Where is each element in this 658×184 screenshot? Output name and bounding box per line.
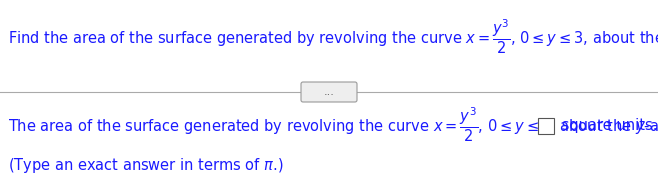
- Text: Find the area of the surface generated by revolving the curve $x = \dfrac{y^3}{2: Find the area of the surface generated b…: [8, 18, 658, 56]
- FancyBboxPatch shape: [301, 82, 357, 102]
- Text: square units.: square units.: [557, 118, 657, 133]
- Text: ...: ...: [324, 87, 334, 97]
- FancyBboxPatch shape: [538, 118, 554, 134]
- Text: The area of the surface generated by revolving the curve $x = \dfrac{y^3}{2}$, $: The area of the surface generated by rev…: [8, 106, 658, 144]
- Text: (Type an exact answer in terms of $\pi$.): (Type an exact answer in terms of $\pi$.…: [8, 156, 284, 175]
